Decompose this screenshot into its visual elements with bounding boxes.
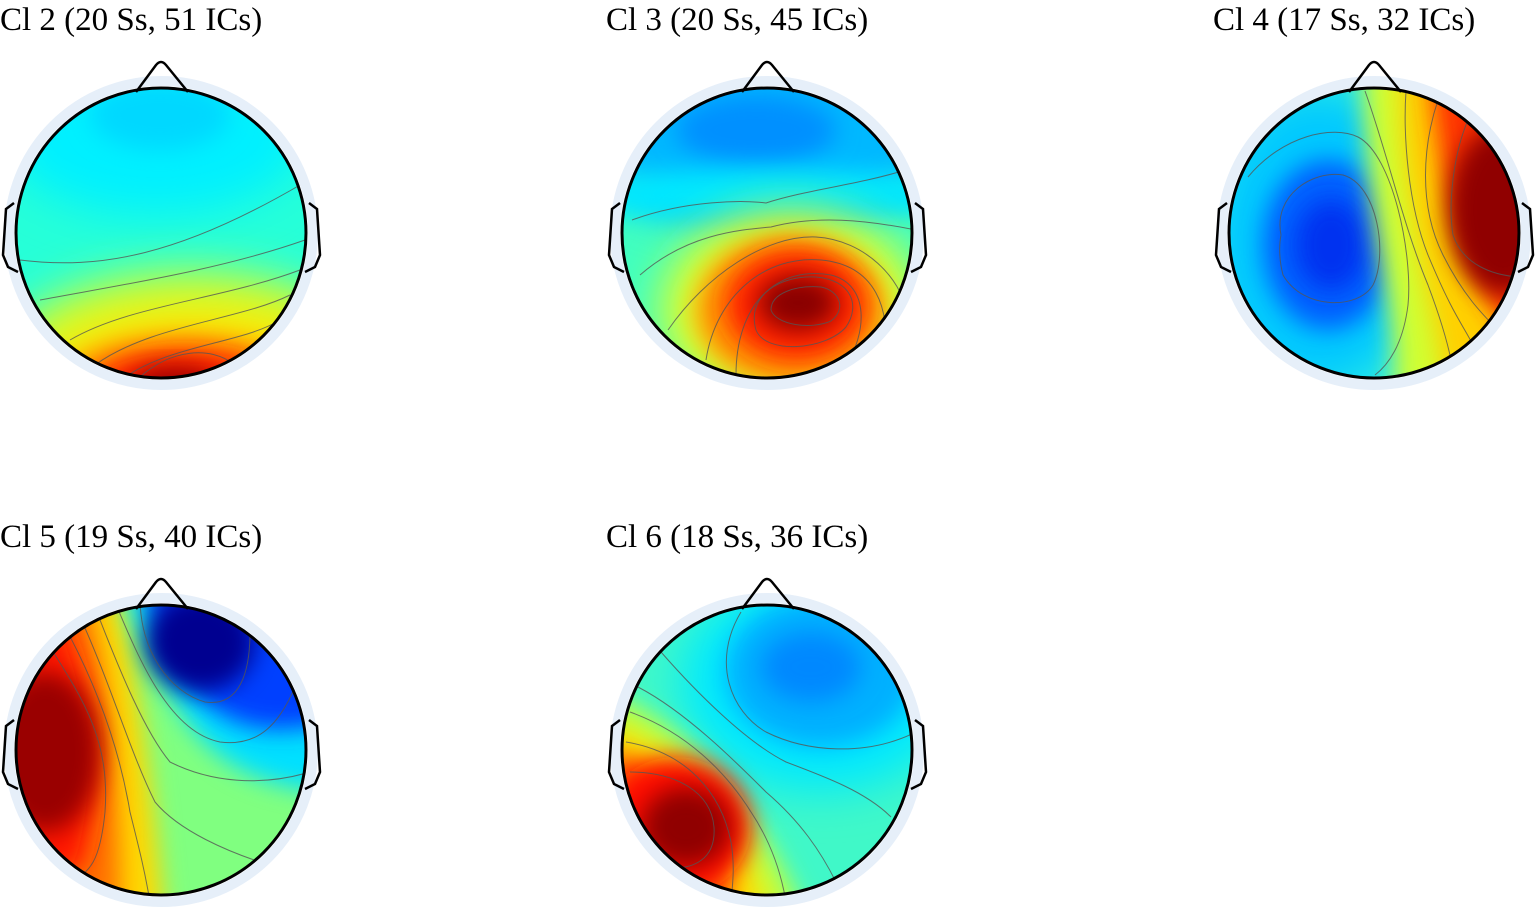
left-ear-icon [1214,202,1232,274]
topoplot-cl2 [1,60,322,390]
topoplot-cl4 [1214,60,1535,390]
left-ear-icon [1,719,19,791]
head-outline [620,86,914,380]
panel-cl5: Cl 5 (19 Ss, 40 ICs) [0,517,340,917]
panel-cl6: Cl 6 (18 Ss, 36 ICs) [606,517,946,917]
panel-title: Cl 4 (17 Ss, 32 ICs) [1213,2,1476,38]
right-ear-icon [304,202,322,274]
panel-title: Cl 3 (20 Ss, 45 ICs) [606,2,869,38]
nose-icon [740,60,795,93]
panel-title: Cl 6 (18 Ss, 36 ICs) [606,519,869,555]
head-outline [14,603,308,897]
left-ear-icon [607,202,625,274]
topoplot-cl5 [1,577,322,907]
panel-cl2: Cl 2 (20 Ss, 51 ICs) [0,0,340,400]
panel-cl4: Cl 4 (17 Ss, 32 ICs) [1213,0,1535,400]
left-ear-icon [607,719,625,791]
topoplot-cl6 [607,577,928,907]
topoplot-cl3 [607,60,928,390]
head-outline [14,86,308,380]
right-ear-icon [910,719,928,791]
head-outline [1227,86,1521,380]
right-ear-icon [1517,202,1535,274]
nose-icon [740,577,795,610]
left-ear-icon [1,202,19,274]
right-ear-icon [304,719,322,791]
panel-title: Cl 5 (19 Ss, 40 ICs) [0,519,263,555]
panel-title: Cl 2 (20 Ss, 51 ICs) [0,2,263,38]
panel-cl3: Cl 3 (20 Ss, 45 ICs) [606,0,946,400]
nose-icon [134,60,189,93]
nose-icon [134,577,189,610]
nose-icon [1347,60,1402,93]
right-ear-icon [910,202,928,274]
head-outline [620,603,914,897]
